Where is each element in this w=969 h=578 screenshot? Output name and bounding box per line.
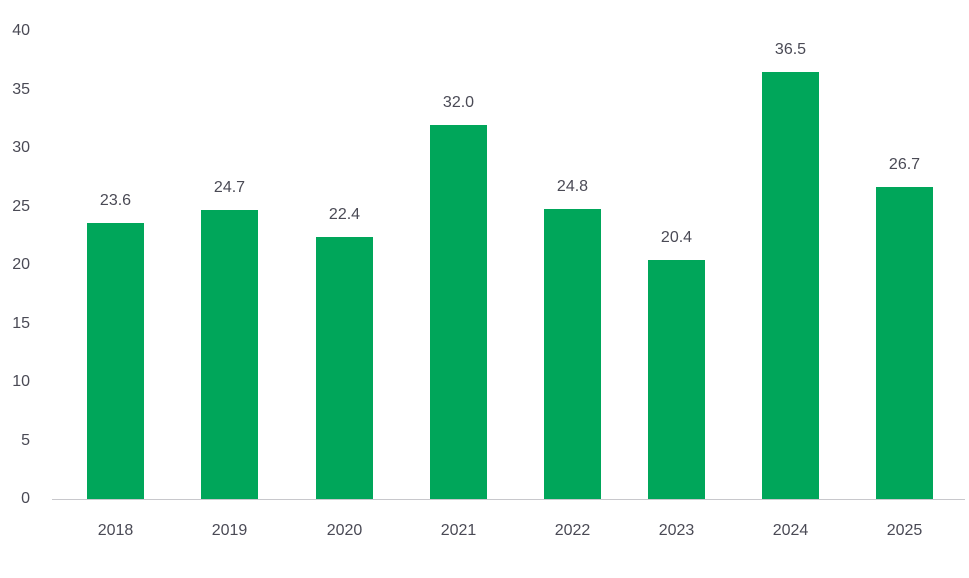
x-tick-label: 2024 — [772, 522, 809, 539]
data-label: 32.0 — [442, 93, 475, 111]
bar-2021 — [430, 124, 487, 499]
y-tick-label: 0 — [21, 490, 30, 507]
bar-2018 — [87, 222, 144, 499]
y-tick-label: 20 — [12, 256, 30, 273]
x-tick-label: 2022 — [554, 522, 591, 539]
bar-2023 — [648, 260, 705, 499]
data-label: 24.7 — [213, 179, 246, 196]
bar-2025 — [876, 186, 933, 499]
bar-2020 — [316, 236, 373, 499]
data-label: 20.4 — [660, 229, 693, 247]
y-tick-label: 35 — [12, 80, 30, 98]
x-tick-label: 2023 — [658, 522, 695, 539]
x-axis-line — [52, 499, 965, 500]
x-tick-label: 2025 — [886, 522, 923, 539]
y-tick-label: 5 — [21, 431, 30, 449]
x-tick-label: 2019 — [211, 522, 248, 539]
y-tick-label: 10 — [12, 373, 30, 390]
data-label: 36.5 — [774, 40, 807, 58]
y-tick-label: 25 — [12, 197, 30, 215]
y-tick-label: 15 — [12, 314, 30, 332]
x-tick-label: 2020 — [326, 522, 363, 539]
bar-2024 — [762, 71, 819, 499]
y-tick-label: 40 — [12, 22, 30, 39]
y-tick-label: 30 — [12, 139, 30, 156]
data-label: 24.8 — [556, 177, 589, 195]
data-label: 22.4 — [328, 205, 361, 223]
bar-2019 — [201, 210, 258, 499]
x-tick-label: 2018 — [97, 522, 134, 539]
x-tick-label: 2021 — [440, 522, 477, 539]
bar-2022 — [544, 208, 601, 499]
data-label: 23.6 — [99, 191, 132, 209]
data-label: 26.7 — [888, 155, 921, 173]
